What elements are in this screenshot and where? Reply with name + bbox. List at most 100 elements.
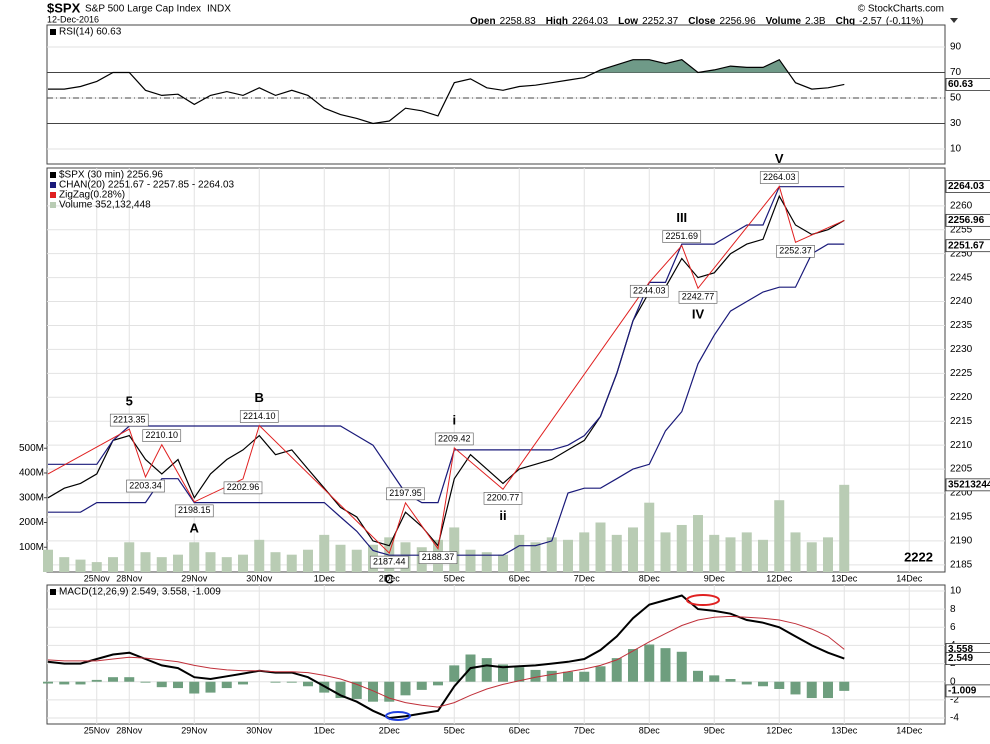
volume-bar (91, 562, 102, 572)
pivot-label: 2203.34 (129, 480, 162, 490)
value-tag-label: 2256.96 (948, 215, 985, 226)
x-tick-label: 25Nov (84, 725, 111, 735)
y2-tick-label: 300M (19, 492, 44, 503)
legend-label: CHAN(20) 2251.67 - 2257.85 - 2264.03 (59, 180, 235, 191)
pivot-label-box (239, 410, 279, 423)
x-tick-label: 30Nov (246, 573, 273, 583)
pivot-label-box (174, 504, 214, 518)
value-tag-label: 352132448 (948, 479, 990, 490)
histogram-bar (238, 681, 248, 685)
histogram-bar (384, 681, 395, 702)
histogram-bar (741, 681, 752, 685)
pivot-label-box (776, 245, 815, 258)
y-tick-label: 2225 (950, 368, 973, 379)
volume-bar (156, 557, 167, 572)
histogram-bar (839, 681, 850, 691)
overbought-fill (48, 59, 845, 73)
wave-label: 5 (126, 394, 133, 409)
volume-bar (189, 542, 200, 572)
quote-name: Low (618, 16, 638, 27)
histogram-bar (140, 681, 151, 683)
x-tick-label: 8Dec (639, 573, 661, 583)
x-tick-label: 29Nov (181, 573, 208, 583)
date: 12-Dec-2016 (47, 14, 99, 24)
volume-bar (563, 539, 573, 572)
legend-swatch (50, 172, 56, 178)
histogram-bar (286, 681, 297, 683)
volume-bar (254, 539, 265, 572)
legend-label: Volume 352,132,448 (59, 200, 151, 211)
value-tag (945, 239, 990, 253)
histogram-bar (351, 681, 362, 699)
value-tag (945, 78, 990, 91)
pivot-label: 2202.96 (227, 482, 260, 492)
x-tick-label: 2Dec (379, 573, 401, 583)
histogram-bar (530, 669, 541, 682)
y2-tick-label: 500M (19, 443, 44, 454)
histogram-bar (709, 675, 720, 682)
x-tick-label: 8Dec (639, 725, 661, 735)
x-tick-label: 12Dec (766, 725, 793, 735)
value-tag-label: 2264.03 (948, 181, 985, 192)
value-tag-label: 2.549 (948, 653, 973, 664)
x-tick-label: 14Dec (896, 573, 923, 583)
x-tick-label: 9Dec (704, 573, 726, 583)
pivot-label: 2213.35 (113, 414, 146, 424)
y-tick-label: 2250 (950, 248, 973, 259)
histogram-bar (514, 667, 525, 682)
x-tick-label: 5Dec (444, 725, 466, 735)
x-tick-label: 28Nov (116, 573, 143, 583)
volume-bar (449, 527, 460, 572)
wave-label: B (255, 390, 264, 405)
volume-bar (205, 552, 216, 572)
volume-bar (806, 542, 817, 572)
histogram-bar (221, 681, 232, 689)
histogram-bar (546, 670, 557, 682)
volume-bar (335, 544, 346, 572)
volume-bar (514, 534, 525, 572)
x-tick-label: 30Nov (246, 725, 273, 735)
value-tag-label: 3.558 (948, 644, 973, 655)
legend-swatch (50, 589, 56, 595)
histogram-bar (579, 671, 590, 682)
x-tick-label: 9Dec (704, 725, 726, 735)
y-tick-label: 50 (950, 93, 962, 104)
series-line (48, 58, 845, 125)
quote-name: Chg (836, 16, 855, 27)
pivot-label-box (759, 171, 799, 184)
volume-bar (725, 537, 736, 572)
quote-name: Open (470, 16, 496, 27)
x-tick-label: 29Nov (181, 725, 208, 735)
volume-bar (270, 552, 281, 572)
histogram-bar (725, 678, 736, 682)
volume-bar (173, 554, 183, 572)
y-tick-label: 10 (950, 586, 962, 597)
volume-bar (75, 559, 86, 572)
x-tick-label: 13Dec (831, 573, 858, 583)
pivot-label: 2210.10 (145, 430, 178, 440)
x-tick-label: 13Dec (831, 725, 858, 735)
histogram-bar (43, 681, 53, 684)
volume-bar (676, 524, 687, 572)
down-arrow (950, 18, 958, 23)
histogram-bar (498, 664, 508, 682)
exchange: INDX (207, 4, 231, 15)
series-line (47, 615, 845, 708)
legend-swatch (50, 29, 56, 35)
quote-name: Close (688, 16, 716, 27)
pivot-label: 2264.03 (763, 172, 796, 182)
pivot-label: 2242.77 (682, 292, 715, 302)
value-tag (945, 478, 990, 492)
volume-bar (611, 534, 622, 572)
pivot-label: 2251.69 (665, 231, 698, 241)
histogram-bar (91, 679, 102, 682)
value-tag (945, 684, 990, 698)
quote: Open 2258.83 High 2264.03 Low 2252.37 Close 225… (470, 16, 923, 27)
legend-label: MACD(12,26,9) 2.549, 3.558, -1.009 (59, 587, 221, 598)
volume-bar (790, 532, 801, 572)
legend-swatch (50, 192, 56, 198)
value-tag (945, 180, 990, 193)
volume-bar (644, 502, 655, 572)
volume-bar (628, 527, 638, 572)
pivot-label-box (434, 432, 474, 446)
